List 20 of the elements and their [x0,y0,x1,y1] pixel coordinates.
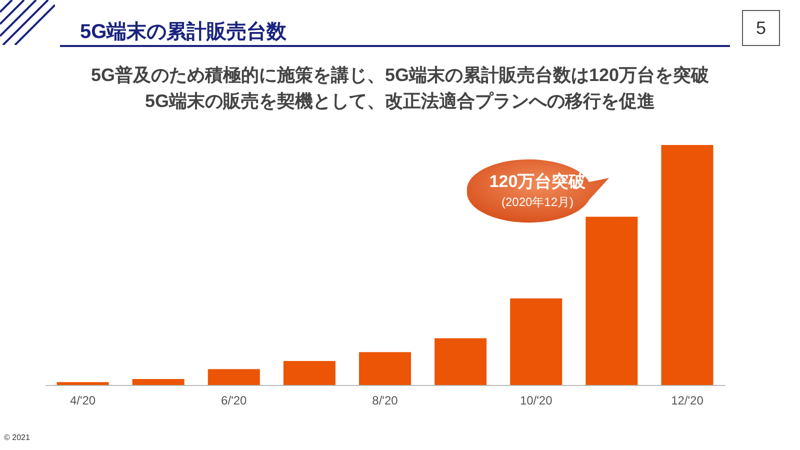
x-tick-label: 10/'20 [520,394,553,408]
bar [586,216,638,385]
x-tick-label: 4/'20 [70,394,96,408]
annotation: (2020年12月) [500,194,575,211]
text: 5 [742,10,780,46]
bar [56,382,109,385]
text: © 2021 [4,433,30,442]
x-tick-label: 6/'20 [221,394,248,408]
bar [359,352,411,385]
annotation: 120万台突破 [488,171,587,193]
bar [510,298,562,385]
bar [283,361,336,385]
bar [434,338,487,385]
bar [208,369,260,385]
chart-title: 5G端末の累計販売台数 [80,20,287,45]
x-tick-label: 12/'20 [671,394,704,408]
chart-subtitle: 5G普及のため積極的に施策を講じ、5G端末の累計販売台数は120万台を突破 5G端末の販売を契機として、改正法適合プランへの移行を促進 [90,64,710,113]
x-tick-label: 8/'20 [372,394,398,408]
bar [132,379,184,385]
bar [661,145,714,385]
